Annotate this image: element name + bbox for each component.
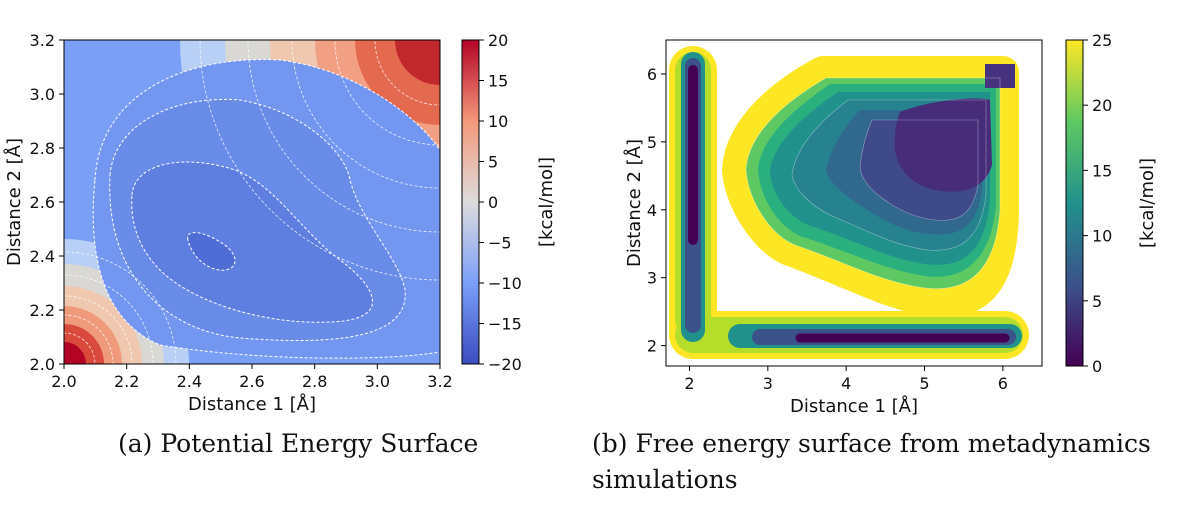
y-tick-label: 3.0 bbox=[30, 85, 55, 104]
colorbar-tick-label: 10 bbox=[488, 112, 508, 131]
y-tick-label: 5 bbox=[647, 133, 657, 152]
x-tick-label: 2.0 bbox=[51, 372, 76, 391]
colorbar-tick-label: −5 bbox=[488, 234, 512, 253]
xlabel-a: Distance 1 [Å] bbox=[188, 393, 316, 415]
x-tick-label: 2 bbox=[684, 374, 694, 393]
y-tick-label: 3 bbox=[647, 269, 657, 288]
x-tick-label: 4 bbox=[841, 374, 851, 393]
x-tick-label: 3 bbox=[763, 374, 773, 393]
colorbar-tick-label: −15 bbox=[488, 315, 522, 334]
caption-a: (a) Potential Energy Surface bbox=[118, 429, 479, 458]
colorbar-a bbox=[461, 39, 480, 365]
x-tick-label: 3.2 bbox=[427, 372, 452, 391]
plot-b-frame bbox=[665, 39, 1043, 367]
caption-b: (b) Free energy surface from metadynamic… bbox=[592, 429, 1151, 494]
y-tick-label: 2.6 bbox=[30, 193, 55, 212]
y-tick-label: 2.4 bbox=[30, 247, 55, 266]
colorbar-tick-label: 10 bbox=[1092, 227, 1112, 246]
colorbar-b bbox=[1065, 39, 1084, 367]
pes-surface bbox=[64, 40, 440, 364]
x-tick-label: 6 bbox=[998, 374, 1008, 393]
y-tick-label: 2 bbox=[647, 337, 657, 356]
chart-a: 2.0 2.2 2.4 2.6 2.8 3.0 3.2 2.0 2.2 2.4 2.6 2.8 3.0 3… bbox=[3, 31, 557, 415]
colorbar-tick-label: 5 bbox=[488, 153, 498, 172]
xlabel-b: Distance 1 [Å] bbox=[790, 395, 918, 417]
y-tick-label: 2.2 bbox=[30, 301, 55, 320]
y-tick-label: 2.8 bbox=[30, 139, 55, 158]
fes-region bbox=[985, 64, 1015, 88]
chart-b: 2 3 4 5 6 2 3 4 5 6 Distance 1 [Å] Distance 2 [Å]… bbox=[623, 31, 1158, 417]
pes-basin-min bbox=[187, 232, 236, 271]
fes-isoline bbox=[745, 77, 1001, 289]
y-tick-label: 4 bbox=[647, 201, 657, 220]
colorbar-tick-label: 0 bbox=[1092, 357, 1102, 376]
colorbar-tick-label: −20 bbox=[488, 355, 522, 374]
pes-basin-contour bbox=[131, 161, 373, 323]
colorbar-tick-label: 25 bbox=[1092, 31, 1112, 50]
y-tick-label: 6 bbox=[647, 65, 657, 84]
x-tick-label: 2.8 bbox=[302, 372, 327, 391]
colorbar-tick-label: 15 bbox=[1092, 161, 1112, 180]
fes-isoline bbox=[791, 99, 987, 251]
y-tick-label: 3.2 bbox=[30, 31, 55, 50]
colorbar-tick-label: 20 bbox=[488, 31, 508, 50]
x-tick-label: 2.4 bbox=[177, 372, 202, 391]
ylabel-a: Distance 2 [Å] bbox=[3, 138, 25, 266]
x-tick-label: 3.0 bbox=[365, 372, 390, 391]
axes-b: 2 3 4 5 6 2 3 4 5 6 bbox=[647, 65, 1008, 393]
colorbar-b-label: [kcal/mol] bbox=[1137, 158, 1158, 248]
x-tick-label: 5 bbox=[919, 374, 929, 393]
y-tick-label: 2.0 bbox=[30, 355, 55, 374]
ylabel-b: Distance 2 [Å] bbox=[623, 139, 645, 267]
colorbar-tick-label: 0 bbox=[488, 193, 498, 212]
colorbar-tick-label: 15 bbox=[488, 72, 508, 91]
colorbar-a-ticks: −20 −15 −10 −5 0 5 10 15 20 bbox=[479, 31, 522, 374]
fes-isoline bbox=[859, 119, 979, 221]
colorbar-tick-label: −10 bbox=[488, 274, 522, 293]
colorbar-tick-label: 5 bbox=[1092, 292, 1102, 311]
fes-surface bbox=[669, 46, 1029, 359]
colorbar-a-label: [kcal/mol] bbox=[536, 157, 557, 247]
x-tick-label: 2.6 bbox=[239, 372, 264, 391]
pes-warm-band bbox=[395, 40, 440, 85]
fes-region bbox=[894, 98, 992, 192]
pes-warm-band bbox=[64, 342, 86, 364]
colorbar-b-ticks: 0 5 10 15 20 25 bbox=[1083, 31, 1112, 376]
x-tick-label: 2.2 bbox=[114, 372, 139, 391]
colorbar-tick-label: 20 bbox=[1092, 96, 1112, 115]
axes-a: 2.0 2.2 2.4 2.6 2.8 3.0 3.2 2.0 2.2 2.4 2.6 2.8 3.0 3… bbox=[30, 31, 453, 391]
